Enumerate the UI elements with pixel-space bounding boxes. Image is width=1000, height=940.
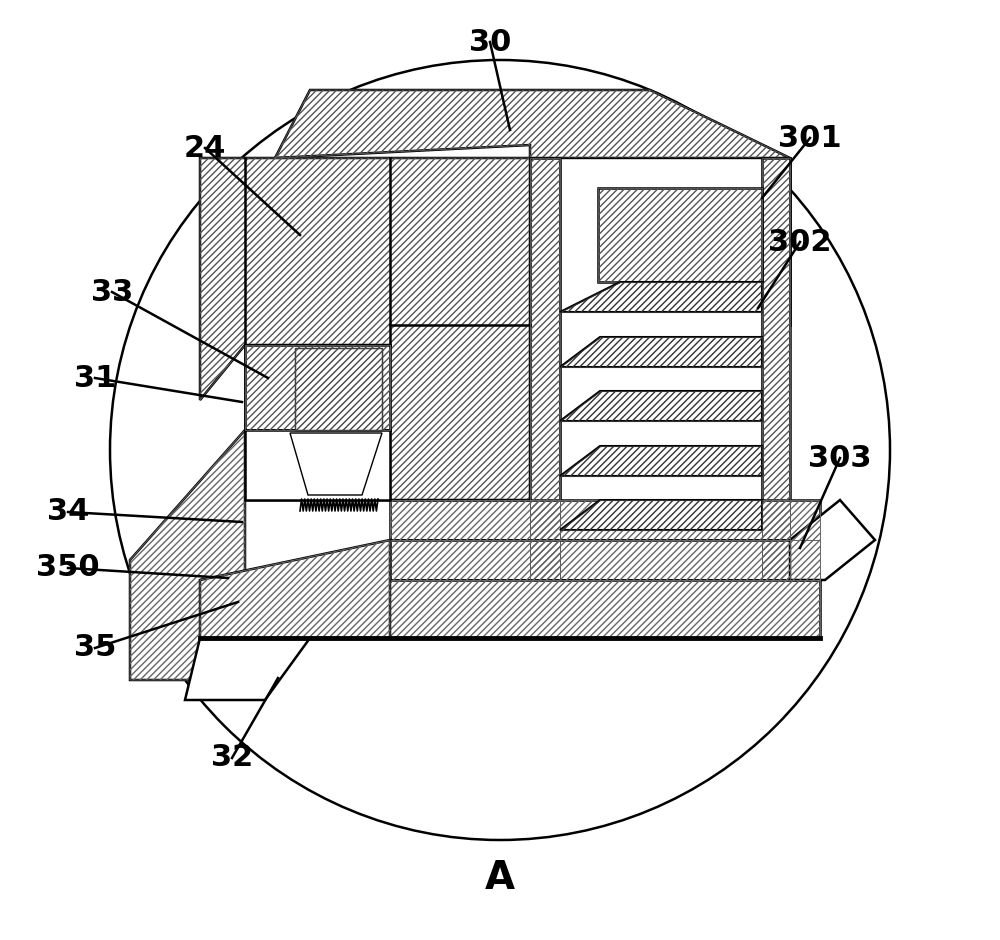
Text: 24: 24 [184,133,226,163]
Text: 34: 34 [47,497,89,526]
Text: 302: 302 [768,227,832,257]
Text: A: A [485,859,515,897]
Text: 32: 32 [211,744,253,773]
Polygon shape [185,638,310,700]
Polygon shape [560,391,762,421]
Polygon shape [245,430,390,500]
Polygon shape [390,500,820,540]
Polygon shape [762,158,790,580]
Polygon shape [598,188,762,282]
Polygon shape [560,337,762,367]
Polygon shape [530,158,790,325]
Polygon shape [245,345,390,430]
Polygon shape [530,158,560,580]
Text: 31: 31 [74,364,116,393]
Polygon shape [390,540,820,580]
Polygon shape [560,446,762,476]
Text: 350: 350 [36,554,100,583]
Polygon shape [200,158,530,500]
Polygon shape [200,540,390,638]
Text: 35: 35 [74,634,116,663]
Polygon shape [200,580,820,638]
Text: 303: 303 [808,444,872,473]
Polygon shape [560,158,762,580]
Polygon shape [560,500,762,530]
Text: 33: 33 [91,277,133,306]
Polygon shape [290,433,382,495]
Text: 30: 30 [469,27,511,56]
Polygon shape [790,500,875,580]
Text: 301: 301 [778,123,842,152]
Polygon shape [560,282,762,312]
Polygon shape [295,348,382,430]
Polygon shape [275,90,790,158]
Polygon shape [130,430,245,680]
